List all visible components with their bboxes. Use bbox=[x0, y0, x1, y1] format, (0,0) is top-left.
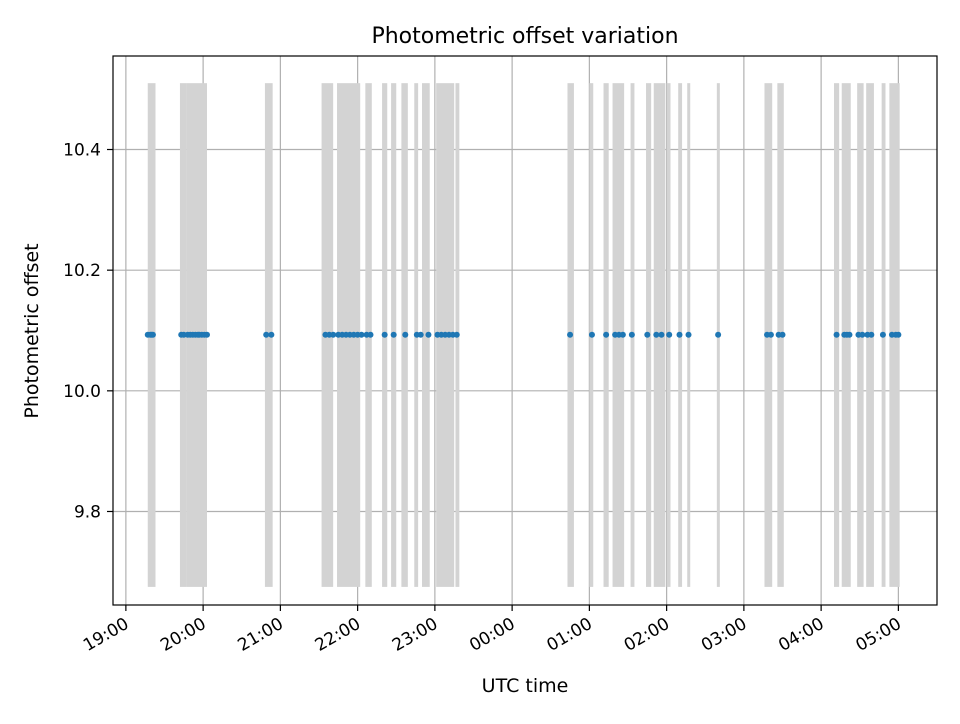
x-tick-label: 02:00 bbox=[621, 614, 673, 656]
data-point bbox=[263, 331, 270, 338]
data-point bbox=[658, 331, 665, 338]
data-point bbox=[268, 331, 275, 338]
data-point bbox=[603, 331, 610, 338]
data-point bbox=[453, 331, 460, 338]
data-point bbox=[628, 331, 635, 338]
data-point bbox=[367, 331, 374, 338]
data-point bbox=[203, 331, 210, 338]
x-tick-label: 03:00 bbox=[698, 614, 750, 656]
y-tick-label: 10.2 bbox=[63, 261, 101, 281]
data-point bbox=[895, 331, 902, 338]
data-point bbox=[779, 331, 786, 338]
y-tick-label: 10.4 bbox=[63, 141, 101, 161]
data-point bbox=[567, 331, 574, 338]
x-tick-label: 01:00 bbox=[543, 614, 595, 656]
x-tick-label: 20:00 bbox=[157, 614, 209, 656]
data-point bbox=[402, 331, 409, 338]
data-point bbox=[588, 331, 595, 338]
x-tick-label: 05:00 bbox=[852, 614, 904, 656]
x-tick-label: 22:00 bbox=[312, 614, 364, 656]
grid-lines bbox=[113, 56, 937, 605]
y-tick-label: 9.8 bbox=[74, 502, 101, 522]
data-point bbox=[644, 331, 651, 338]
data-point bbox=[358, 331, 365, 338]
x-tick-label: 19:00 bbox=[80, 614, 132, 656]
data-point bbox=[767, 331, 774, 338]
data-point bbox=[833, 331, 840, 338]
data-point bbox=[390, 331, 397, 338]
points-layer bbox=[144, 331, 902, 338]
data-point bbox=[149, 331, 156, 338]
data-point bbox=[653, 331, 660, 338]
data-point bbox=[425, 331, 432, 338]
x-tick-label: 21:00 bbox=[234, 614, 286, 656]
x-axis-label: UTC time bbox=[482, 675, 569, 697]
data-point bbox=[417, 331, 424, 338]
x-tick-label: 04:00 bbox=[775, 614, 827, 656]
data-point bbox=[666, 331, 673, 338]
data-point bbox=[868, 331, 875, 338]
data-point bbox=[715, 331, 722, 338]
x-tick-label: 23:00 bbox=[389, 614, 441, 656]
y-axis-label: Photometric offset bbox=[21, 243, 43, 418]
data-point bbox=[846, 331, 853, 338]
data-point bbox=[859, 331, 866, 338]
data-point bbox=[619, 331, 626, 338]
data-point bbox=[330, 331, 337, 338]
y-tick-label: 10.0 bbox=[63, 382, 101, 402]
data-point bbox=[879, 331, 886, 338]
chart-title: Photometric offset variation bbox=[371, 24, 678, 49]
x-tick-label: 00:00 bbox=[466, 614, 518, 656]
data-point bbox=[381, 331, 388, 338]
data-point bbox=[685, 331, 692, 338]
plot-area-frame bbox=[112, 55, 938, 606]
data-point bbox=[676, 331, 683, 338]
